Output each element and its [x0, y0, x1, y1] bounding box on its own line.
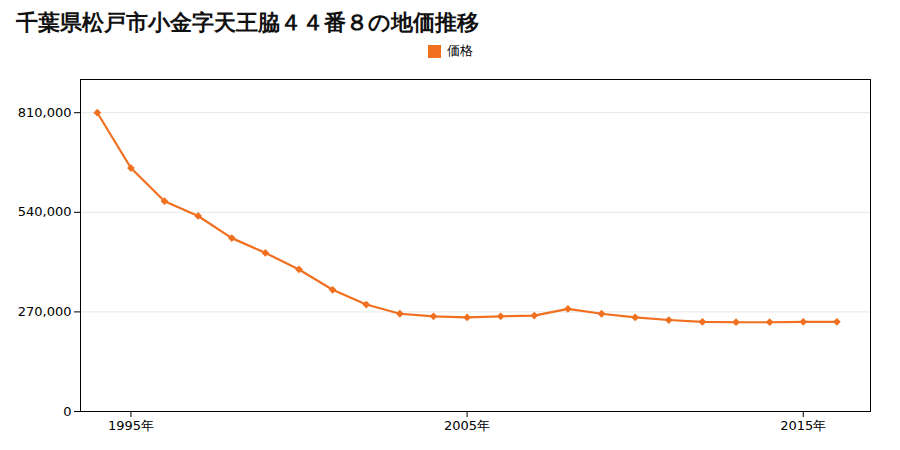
svg-text:810,000: 810,000: [18, 105, 72, 120]
svg-text:1995年: 1995年: [108, 418, 154, 433]
svg-text:270,000: 270,000: [18, 304, 72, 319]
svg-text:2005年: 2005年: [444, 418, 490, 433]
svg-text:0: 0: [63, 404, 71, 419]
html-text:価格: 価格: [446, 43, 473, 58]
svg-text:2015年: 2015年: [780, 418, 826, 433]
html-text:千葉県松戸市小金字天王脇４４番８の地価推移: 千葉県松戸市小金字天王脇４４番８の地価推移: [16, 10, 479, 35]
svg-text:540,000: 540,000: [18, 204, 72, 219]
